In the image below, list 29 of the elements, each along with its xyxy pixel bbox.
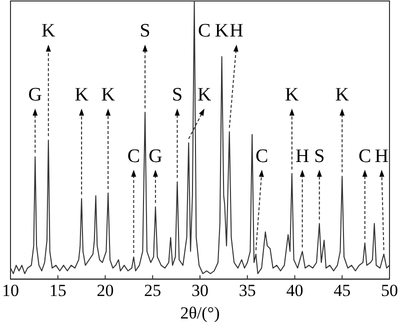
x-tick-label: 20	[96, 280, 114, 300]
annotation: K	[335, 84, 350, 106]
annotation: H	[295, 146, 310, 167]
annotation: K	[42, 20, 56, 42]
annotation: H	[230, 20, 244, 42]
x-tick-label: 35	[238, 280, 256, 300]
annotation: G	[148, 146, 163, 167]
x-tick-label: 40	[286, 280, 304, 300]
annotation: C	[256, 146, 268, 167]
x-tick-label: 10	[2, 280, 19, 300]
annotation: K	[74, 84, 89, 106]
annotation: K	[198, 84, 212, 106]
annotation: C	[358, 146, 372, 167]
annotation: S	[314, 146, 325, 167]
annotation: K	[101, 84, 116, 106]
x-tick-label: 45	[334, 280, 351, 300]
x-tick-label: 50	[381, 280, 398, 300]
x-axis-title: 2θ/(°)	[180, 303, 220, 322]
annotation: H	[374, 146, 389, 167]
annotation: S	[172, 84, 183, 106]
annotation: S	[140, 20, 150, 42]
annotation: G	[28, 84, 42, 106]
annotation: K	[214, 20, 229, 42]
annotation: K	[285, 84, 300, 106]
annotation: C	[198, 20, 211, 42]
x-tick-label: 15	[49, 280, 66, 300]
x-tick-label: 25	[144, 280, 162, 300]
x-tick-label: 30	[192, 280, 208, 300]
annotation: C	[127, 146, 140, 167]
